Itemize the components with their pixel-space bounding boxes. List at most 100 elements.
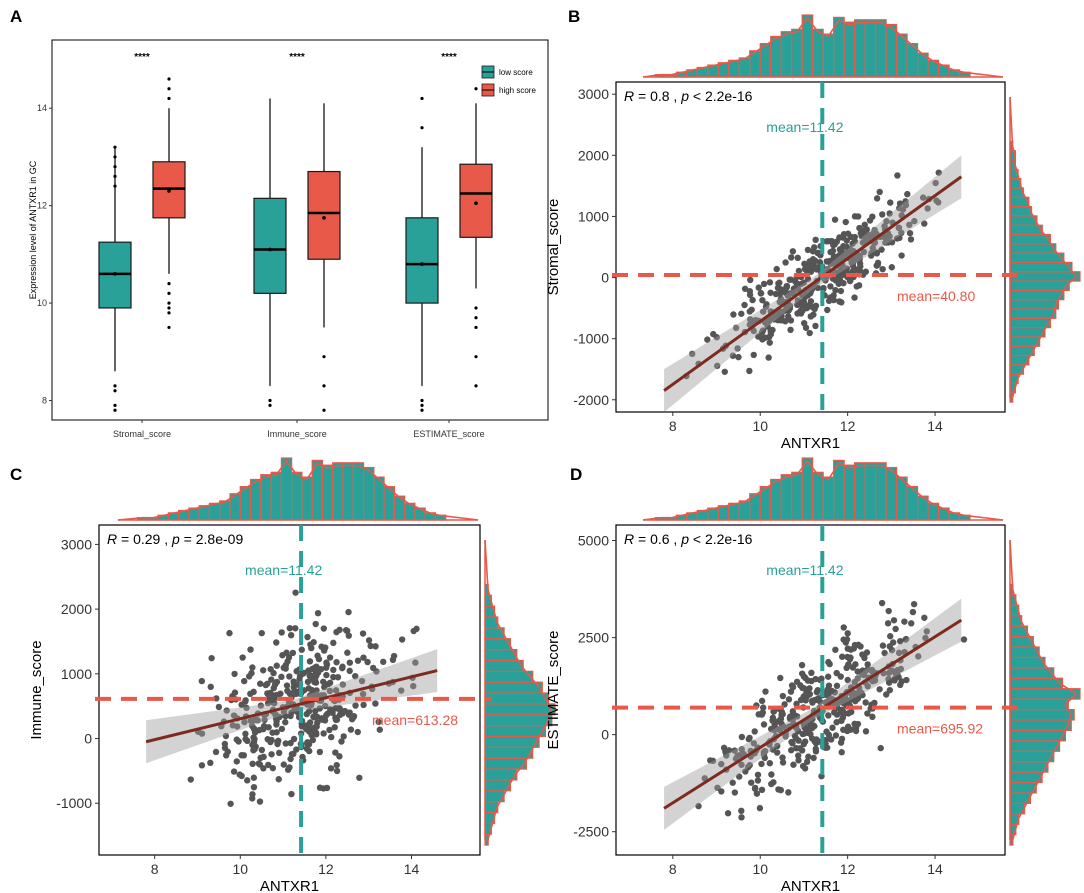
scatter-point (886, 686, 894, 694)
scatter-point (853, 283, 860, 290)
scatter-point (777, 295, 785, 303)
scatter-point (312, 620, 319, 628)
scatter-point (760, 721, 768, 728)
scatter-point (838, 749, 845, 756)
scatter-point (837, 673, 844, 680)
outlier-point (113, 174, 117, 179)
x-tick-label: 8 (669, 418, 677, 434)
scatter-point (226, 629, 233, 637)
y-tick-label: 1000 (578, 208, 609, 224)
scatter-point (275, 776, 282, 783)
panel-label-d: D (570, 465, 582, 484)
y-tick-label: 0 (84, 731, 92, 747)
scatter-point (807, 298, 815, 305)
scatter-point (847, 277, 854, 284)
scatter-point (282, 712, 289, 720)
scatter-point (788, 682, 796, 689)
marginal-x-bar (301, 476, 313, 521)
scatter-point (852, 661, 859, 668)
marginal-x-density (117, 459, 479, 521)
scatter-point (759, 308, 767, 315)
marginal-y-bar (484, 648, 518, 662)
scatter-point (306, 658, 314, 665)
scatter-point (305, 667, 312, 674)
scatter-point (832, 646, 839, 653)
scatter-point (412, 659, 419, 666)
scatter-point (345, 632, 352, 639)
scatter-point (812, 236, 819, 244)
scatter-point (410, 627, 417, 635)
mean-point (322, 216, 326, 220)
scatter-point (222, 732, 230, 740)
scatter-point (844, 676, 851, 684)
marginal-x-bar (875, 19, 887, 78)
scatter-point (881, 649, 888, 657)
y-tick-label: 2000 (578, 147, 609, 163)
scatter-point (271, 681, 279, 688)
scatter-point (818, 675, 825, 682)
marginal-x-bar (728, 502, 740, 521)
scatter-point (832, 286, 839, 294)
scatter-point (709, 757, 717, 765)
marginal-y-bar (1009, 740, 1061, 752)
scatter-point (278, 673, 285, 681)
scatter-point (207, 683, 214, 691)
scatter-point (787, 326, 794, 334)
scatter-point (718, 760, 725, 768)
scatter-point (802, 674, 809, 682)
scatter-point (907, 236, 915, 243)
marginal-x-bar (885, 466, 898, 521)
marginal-x-bar (270, 471, 282, 521)
marginal-x-bar (875, 462, 887, 521)
marginal-y-bar (1009, 719, 1072, 731)
scatter-point (332, 716, 340, 724)
outlier-point (420, 398, 424, 403)
scatter-point (747, 779, 755, 786)
scatter-point (798, 661, 806, 669)
scatter-point (858, 689, 865, 696)
scatter-point (805, 753, 812, 760)
scatter-point (315, 655, 323, 663)
stat-r-value: = 0.8 , (634, 88, 681, 104)
scatter-point (389, 656, 397, 664)
scatter-point (354, 728, 361, 736)
scatter-point (269, 764, 277, 772)
x-tick-label: 12 (840, 861, 856, 877)
scatter-point (851, 641, 859, 649)
scatter-point (897, 637, 904, 645)
scatter-point (864, 710, 871, 717)
scatter-point (751, 785, 759, 792)
scatter-point (365, 637, 373, 644)
scatter-point (279, 652, 286, 659)
scatter-point (287, 755, 294, 763)
scatter-point (840, 624, 847, 631)
scatter-point (763, 301, 770, 308)
scatter-point (794, 254, 801, 262)
scatter-point (311, 676, 319, 683)
outlier-point (322, 408, 326, 412)
scatter-point (789, 248, 797, 255)
scatter-point (787, 747, 795, 754)
outlier-point (167, 77, 171, 81)
scatter-point (881, 222, 888, 230)
scatter-point (833, 719, 840, 726)
scatter-point (738, 807, 745, 815)
scatter-point (250, 774, 258, 781)
scatter-point (714, 362, 721, 370)
scatter-point (273, 729, 280, 736)
scatter-point (336, 753, 343, 760)
scatter-point (768, 780, 775, 788)
scatter-point (883, 217, 890, 225)
legend-label: low score (499, 68, 533, 77)
scatter-point (293, 668, 300, 675)
stat-p-symbol: p (680, 88, 689, 104)
scatter-point (260, 725, 267, 733)
scatter-point (222, 752, 230, 759)
scatter-point (775, 786, 782, 793)
scatter-point (306, 672, 313, 680)
scatter-point (339, 663, 346, 670)
scatter-point (831, 216, 839, 223)
scatter-point (760, 704, 767, 711)
stat-r-symbol: R (624, 88, 634, 104)
scatter-point (747, 276, 754, 284)
